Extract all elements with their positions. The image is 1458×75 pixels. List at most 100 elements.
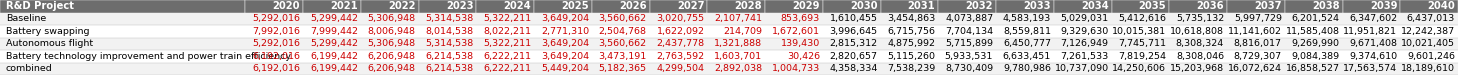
Text: 5,314,538: 5,314,538	[426, 39, 474, 48]
Text: 5,029,031: 5,029,031	[1060, 14, 1108, 23]
Text: 5,997,729: 5,997,729	[1233, 14, 1282, 23]
Text: 5,299,442: 5,299,442	[311, 14, 359, 23]
Bar	[0, 50, 1458, 62]
Text: 6,222,211: 6,222,211	[483, 52, 531, 61]
Text: 5,933,531: 5,933,531	[945, 52, 993, 61]
Text: combined: combined	[6, 64, 52, 73]
Text: 2034: 2034	[1080, 1, 1108, 11]
Bar	[650, 0, 707, 13]
Text: 2022: 2022	[388, 1, 416, 11]
Text: 8,308,324: 8,308,324	[1175, 39, 1225, 48]
Text: 4,358,334: 4,358,334	[830, 64, 878, 73]
Text: 2,107,741: 2,107,741	[714, 14, 763, 23]
Bar	[418, 0, 477, 13]
Bar	[996, 0, 1054, 13]
Text: 10,021,405: 10,021,405	[1401, 39, 1455, 48]
Bar	[939, 0, 996, 13]
Bar	[822, 0, 881, 13]
Text: 2024: 2024	[503, 1, 531, 11]
Text: Battery swapping: Battery swapping	[6, 27, 89, 36]
Text: 2036: 2036	[1197, 1, 1225, 11]
Text: 7,261,533: 7,261,533	[1060, 52, 1108, 61]
Text: 6,192,016: 6,192,016	[252, 64, 300, 73]
Text: 2037: 2037	[1254, 1, 1282, 11]
Text: 3,996,645: 3,996,645	[830, 27, 878, 36]
Text: 6,192,016: 6,192,016	[252, 52, 300, 61]
Text: 7,704,134: 7,704,134	[945, 27, 993, 36]
Text: 1,610,455: 1,610,455	[830, 14, 878, 23]
Text: 7,992,016: 7,992,016	[252, 27, 300, 36]
Bar	[0, 38, 1458, 50]
Text: 6,450,777: 6,450,777	[1003, 39, 1051, 48]
Bar	[1054, 0, 1111, 13]
Bar	[245, 0, 303, 13]
Text: 4,073,887: 4,073,887	[945, 14, 993, 23]
Text: 17,563,574: 17,563,574	[1343, 64, 1397, 73]
Text: 8,730,409: 8,730,409	[945, 64, 993, 73]
Bar	[534, 0, 592, 13]
Text: 5,299,442: 5,299,442	[311, 39, 359, 48]
Bar	[1228, 0, 1284, 13]
Text: 2020: 2020	[273, 1, 300, 11]
Text: 11,141,602: 11,141,602	[1228, 27, 1282, 36]
Text: 214,709: 214,709	[723, 27, 763, 36]
Text: 1,603,701: 1,603,701	[714, 52, 763, 61]
Text: 5,292,016: 5,292,016	[252, 39, 300, 48]
Text: 3,473,191: 3,473,191	[598, 52, 647, 61]
Text: 3,649,204: 3,649,204	[541, 14, 589, 23]
Text: 8,006,948: 8,006,948	[367, 27, 416, 36]
Text: 139,430: 139,430	[780, 39, 819, 48]
Text: 7,819,254: 7,819,254	[1118, 52, 1166, 61]
Bar	[1400, 0, 1458, 13]
Bar	[477, 0, 534, 13]
Text: 2026: 2026	[620, 1, 647, 11]
Text: 9,671,408: 9,671,408	[1349, 39, 1397, 48]
Text: 2,892,038: 2,892,038	[714, 64, 763, 73]
Text: 4,875,992: 4,875,992	[888, 39, 936, 48]
Text: 6,206,948: 6,206,948	[367, 52, 416, 61]
Bar	[0, 0, 245, 13]
Text: 2027: 2027	[677, 1, 704, 11]
Bar	[0, 62, 1458, 75]
Text: 7,745,711: 7,745,711	[1118, 39, 1166, 48]
Text: 6,206,948: 6,206,948	[367, 64, 416, 73]
Text: 4,299,504: 4,299,504	[656, 64, 704, 73]
Bar	[707, 0, 765, 13]
Text: 6,214,538: 6,214,538	[426, 52, 474, 61]
Text: 7,126,949: 7,126,949	[1060, 39, 1108, 48]
Text: 6,199,442: 6,199,442	[311, 64, 359, 73]
Text: 8,022,211: 8,022,211	[483, 27, 531, 36]
Text: 10,618,808: 10,618,808	[1171, 27, 1225, 36]
Bar	[765, 0, 822, 13]
Text: 9,601,246: 9,601,246	[1407, 52, 1455, 61]
Text: 11,951,821: 11,951,821	[1343, 27, 1397, 36]
Text: 6,715,756: 6,715,756	[888, 27, 936, 36]
Text: 16,858,527: 16,858,527	[1286, 64, 1340, 73]
Text: 2,820,657: 2,820,657	[830, 52, 878, 61]
Text: 2,763,592: 2,763,592	[656, 52, 704, 61]
Text: 1,622,092: 1,622,092	[656, 27, 704, 36]
Text: 3,454,863: 3,454,863	[886, 14, 936, 23]
Text: 14,250,606: 14,250,606	[1112, 64, 1166, 73]
Text: 2029: 2029	[792, 1, 819, 11]
Text: 5,412,616: 5,412,616	[1118, 14, 1166, 23]
Text: 2023: 2023	[446, 1, 474, 11]
Text: 5,715,899: 5,715,899	[945, 39, 993, 48]
Text: 2,771,310: 2,771,310	[541, 27, 589, 36]
Text: 10,737,090: 10,737,090	[1054, 64, 1108, 73]
Text: 8,816,017: 8,816,017	[1233, 39, 1282, 48]
Text: 2021: 2021	[330, 1, 359, 11]
Bar	[362, 0, 418, 13]
Text: 3,560,662: 3,560,662	[599, 14, 647, 23]
Text: 9,084,389: 9,084,389	[1292, 52, 1340, 61]
Text: 2033: 2033	[1024, 1, 1051, 11]
Text: 6,214,538: 6,214,538	[426, 64, 474, 73]
Bar	[0, 25, 1458, 38]
Text: 3,649,204: 3,649,204	[541, 52, 589, 61]
Text: 8,014,538: 8,014,538	[426, 27, 474, 36]
Text: 2031: 2031	[908, 1, 936, 11]
Text: 16,072,624: 16,072,624	[1228, 64, 1282, 73]
Text: 30,426: 30,426	[787, 52, 819, 61]
Text: 6,347,602: 6,347,602	[1349, 14, 1397, 23]
Text: Autonomous flight: Autonomous flight	[6, 39, 93, 48]
